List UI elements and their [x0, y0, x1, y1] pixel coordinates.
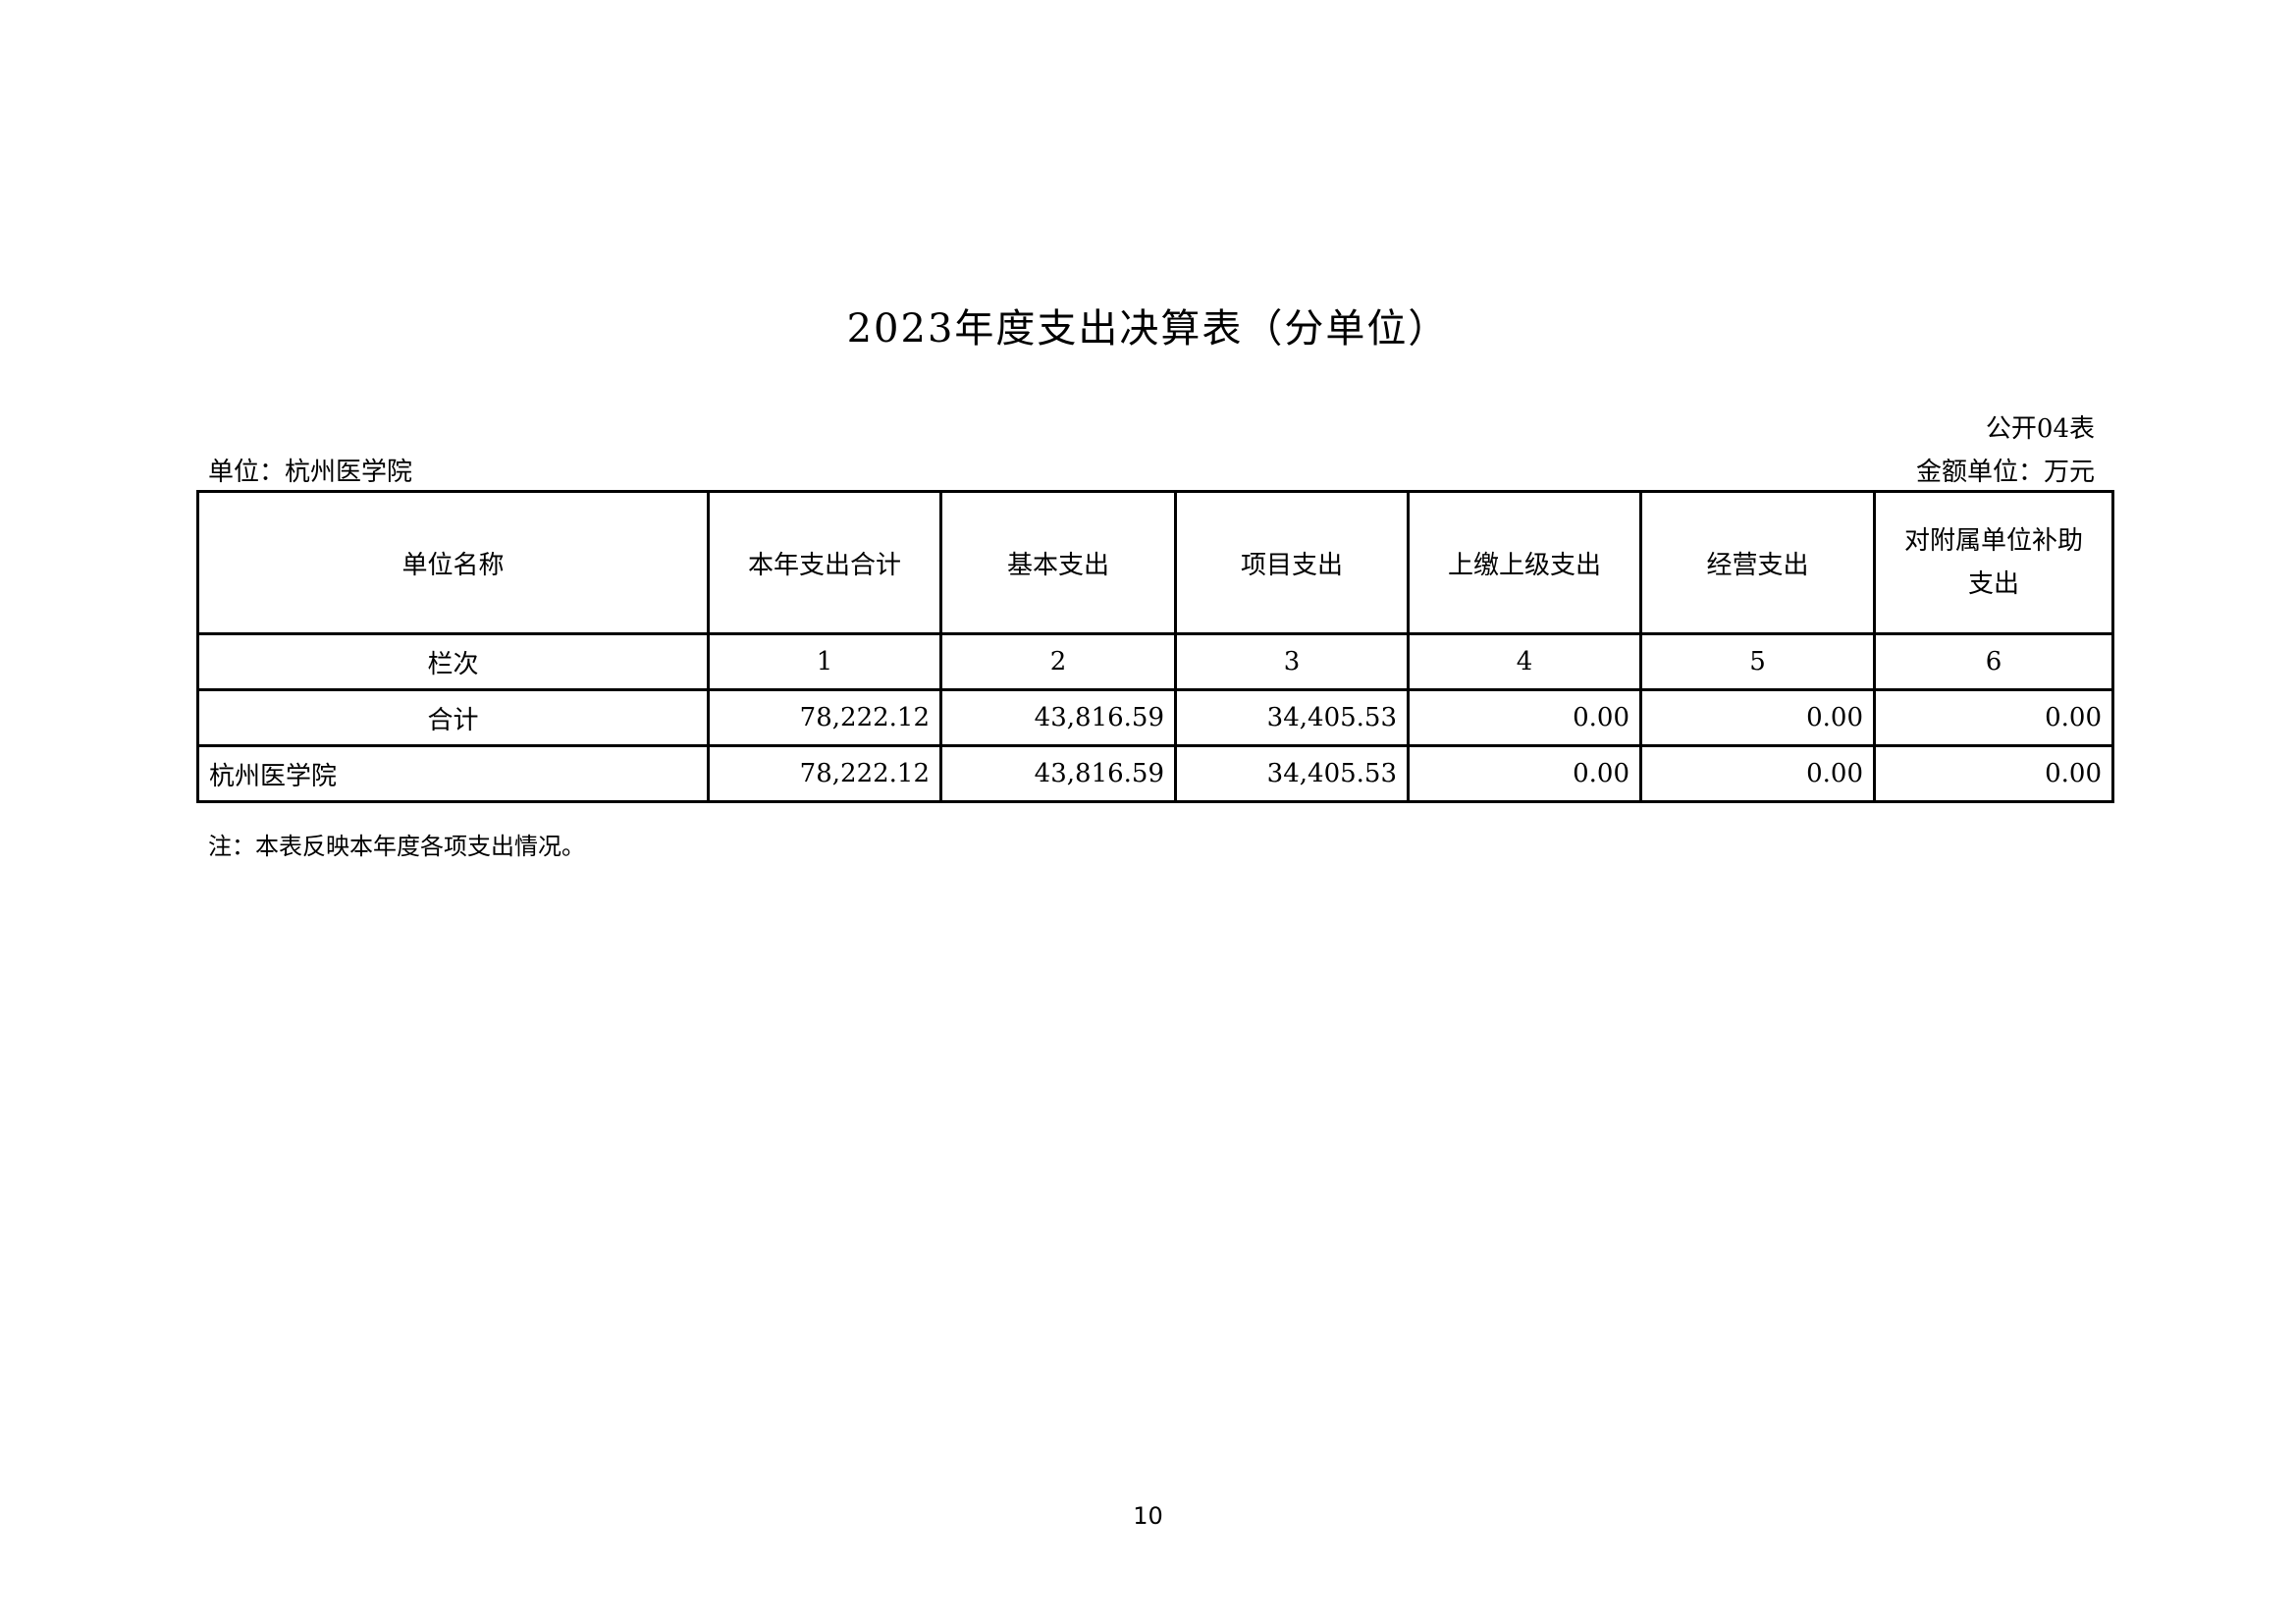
index-cell: 4	[1407, 632, 1642, 691]
value-cell: 43,816.59	[939, 688, 1177, 747]
value-cell: 0.00	[1407, 744, 1642, 803]
value-cell: 0.00	[1639, 744, 1876, 803]
table-row: 杭州医学院 78,222.12 43,816.59 34,405.53 0.00…	[196, 744, 2114, 803]
header-cell: 单位名称	[196, 490, 710, 635]
header-cell: 上缴上级支出	[1407, 490, 1642, 635]
index-cell: 2	[939, 632, 1177, 691]
table-row-total: 合计 78,222.12 43,816.59 34,405.53 0.00 0.…	[196, 688, 2114, 747]
header-cell: 经营支出	[1639, 490, 1876, 635]
index-cell: 3	[1174, 632, 1410, 691]
value-cell: 34,405.53	[1174, 744, 1410, 803]
index-cell: 5	[1639, 632, 1876, 691]
index-cell: 6	[1873, 632, 2114, 691]
value-cell: 43,816.59	[939, 744, 1177, 803]
unit-label: 单位：杭州医学院	[208, 458, 413, 487]
value-cell: 78,222.12	[707, 744, 942, 803]
header-cell: 项目支出	[1174, 490, 1410, 635]
table-code: 公开04表	[1985, 414, 2095, 444]
expenditure-table: 单位名称 本年支出合计 基本支出 项目支出 上缴上级支出 经营支出 对附属单位补…	[196, 490, 2114, 803]
row-label: 杭州医学院	[196, 744, 710, 803]
value-cell: 0.00	[1873, 688, 2114, 747]
value-cell: 78,222.12	[707, 688, 942, 747]
table-note: 注：本表反映本年度各项支出情况。	[208, 833, 585, 860]
value-cell: 34,405.53	[1174, 688, 1410, 747]
header-row: 单位名称 本年支出合计 基本支出 项目支出 上缴上级支出 经营支出 对附属单位补…	[196, 490, 2114, 635]
row-label: 合计	[196, 688, 710, 747]
value-cell: 0.00	[1407, 688, 1642, 747]
value-cell: 0.00	[1639, 688, 1876, 747]
index-cell: 1	[707, 632, 942, 691]
column-index-row: 栏次 1 2 3 4 5 6	[196, 632, 2114, 691]
header-cell: 基本支出	[939, 490, 1177, 635]
header-cell: 对附属单位补助支出	[1873, 490, 2114, 635]
page-number: 10	[1133, 1502, 1163, 1530]
index-cell: 栏次	[196, 632, 710, 691]
value-cell: 0.00	[1873, 744, 2114, 803]
money-unit: 金额单位：万元	[1915, 458, 2095, 487]
header-cell: 本年支出合计	[707, 490, 942, 635]
page-title: 2023年度支出决算表（分单位）	[846, 306, 1450, 352]
